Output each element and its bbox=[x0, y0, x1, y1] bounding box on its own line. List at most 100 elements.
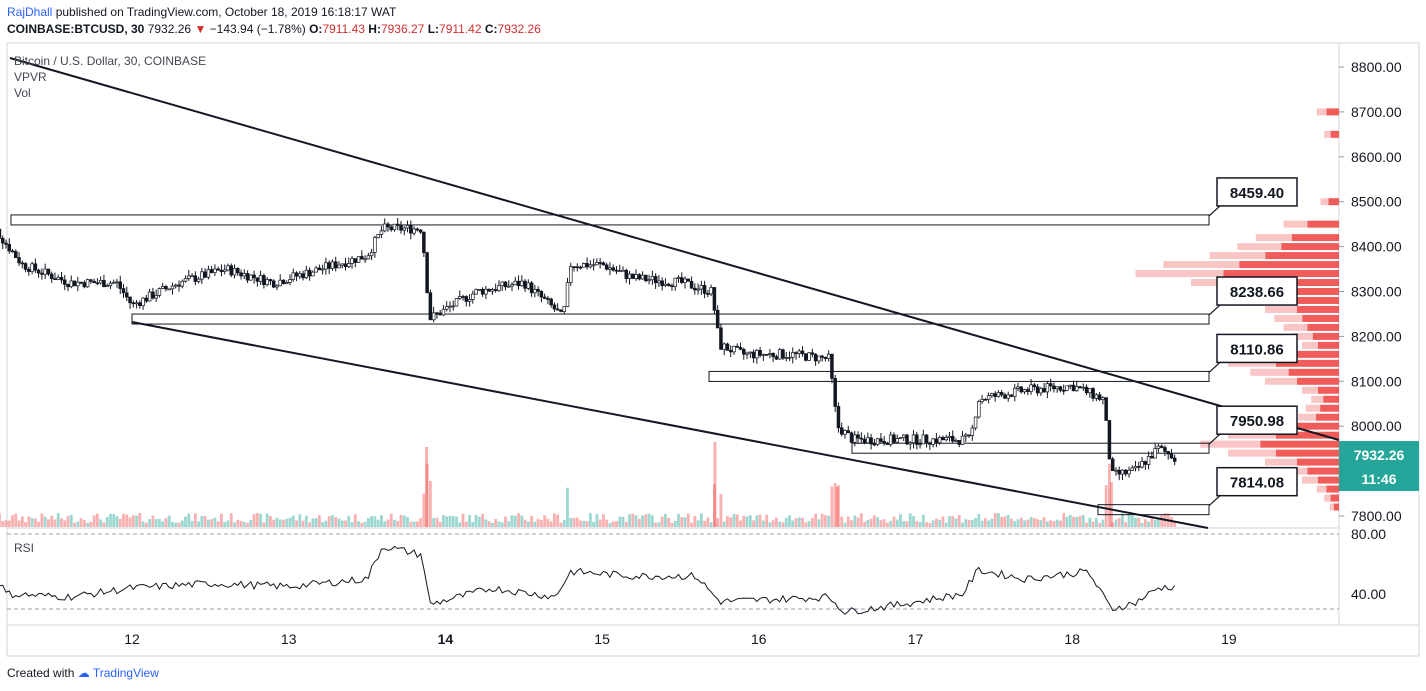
rsi-tick-label: 80.00 bbox=[1351, 526, 1386, 542]
symbol-name[interactable]: COINBASE:BTCUSD, 30 bbox=[7, 22, 145, 36]
time-axis[interactable]: 12 13 14 15 16 17 18 19 bbox=[124, 631, 1237, 647]
volume-bar bbox=[20, 516, 24, 527]
volume-bar bbox=[592, 521, 596, 527]
candle-body bbox=[49, 273, 54, 279]
volume-bar bbox=[742, 515, 746, 527]
rsi-label[interactable]: RSI bbox=[14, 541, 35, 555]
rsi-axis[interactable]: 80.00 40.00 bbox=[1351, 526, 1386, 602]
volume-bar bbox=[543, 515, 547, 527]
candle-body bbox=[536, 289, 540, 292]
callout-box[interactable] bbox=[1216, 466, 1298, 497]
volume-bar bbox=[366, 518, 370, 527]
volume-bar bbox=[327, 516, 331, 527]
candle-body bbox=[98, 280, 103, 284]
candle-body bbox=[356, 256, 361, 263]
candle-body bbox=[931, 438, 935, 445]
volume-bar bbox=[376, 519, 380, 527]
current-price-value: 7932.26 bbox=[1354, 447, 1405, 463]
volume-bar bbox=[161, 521, 165, 527]
candle-body bbox=[582, 263, 586, 268]
candle-body bbox=[203, 271, 207, 278]
candle-body bbox=[901, 434, 906, 438]
candle-body bbox=[1071, 384, 1076, 392]
volume-bar bbox=[690, 522, 693, 527]
level-callouts[interactable]: 8459.40 8238.66 8110.86 7950.98 7814.08 bbox=[1208, 177, 1298, 507]
candle-body bbox=[226, 265, 230, 271]
indicator-legend: Bitcoin / U.S. Dollar, 30, COINBASE VPVR… bbox=[14, 53, 206, 101]
vpvr-label[interactable]: VPVR bbox=[14, 70, 47, 84]
vol-label[interactable]: Vol bbox=[14, 86, 31, 100]
candle-body bbox=[833, 378, 837, 407]
candle-body bbox=[1042, 388, 1046, 393]
candle-body bbox=[957, 440, 961, 445]
candle-body bbox=[742, 348, 746, 355]
candle-body bbox=[347, 263, 351, 268]
volume-bar bbox=[546, 518, 550, 527]
candle-body bbox=[751, 351, 756, 359]
tradingview-brand[interactable]: TradingView bbox=[92, 666, 159, 680]
candle-body bbox=[578, 266, 583, 269]
author-link[interactable]: RajDhall bbox=[7, 5, 53, 19]
volume-bar bbox=[719, 493, 723, 527]
volume-bar bbox=[252, 514, 256, 527]
sr-zone[interactable] bbox=[708, 370, 1210, 382]
candle-body bbox=[715, 309, 720, 329]
sr-zone[interactable] bbox=[851, 442, 1210, 454]
sr-zone[interactable] bbox=[1097, 504, 1210, 516]
volume-bar bbox=[575, 517, 579, 527]
volume-bar bbox=[899, 514, 902, 527]
volume-bar bbox=[686, 513, 690, 527]
volume-bar bbox=[148, 519, 152, 527]
candle-body bbox=[572, 266, 576, 268]
trend-lines[interactable] bbox=[9, 57, 1340, 529]
callout-box[interactable] bbox=[1216, 333, 1298, 364]
publish-text: published on TradingView.com, October 18… bbox=[55, 5, 397, 19]
volume-bar bbox=[752, 520, 755, 527]
candle-body bbox=[686, 278, 691, 282]
vpvr-bar-volume bbox=[1283, 323, 1308, 331]
volume-bar bbox=[1101, 519, 1105, 527]
volume-bar bbox=[553, 513, 556, 527]
candle-body bbox=[999, 392, 1004, 396]
candle-body bbox=[167, 288, 171, 291]
sr-zone[interactable] bbox=[131, 313, 1210, 325]
volume-bar bbox=[324, 520, 328, 527]
volume-bar bbox=[76, 521, 80, 527]
candle-body bbox=[807, 352, 811, 361]
upper-trend-line[interactable] bbox=[9, 57, 1340, 441]
volume-bar bbox=[791, 520, 795, 527]
volume-bar bbox=[47, 519, 50, 527]
lower-trend-line[interactable] bbox=[131, 321, 1209, 529]
candle-body bbox=[676, 277, 681, 279]
callout-box[interactable] bbox=[1216, 276, 1298, 306]
callout-box[interactable] bbox=[1216, 177, 1298, 207]
volume-bar bbox=[566, 487, 569, 527]
volume-bar bbox=[301, 520, 305, 527]
callout-box[interactable] bbox=[1216, 405, 1298, 435]
sr-zone[interactable] bbox=[10, 214, 1210, 226]
volume-bar bbox=[1049, 520, 1053, 527]
candle-body bbox=[1088, 388, 1092, 394]
vpvr-bar bbox=[1281, 243, 1339, 251]
volume-bar bbox=[699, 513, 703, 527]
volume-bar bbox=[95, 513, 99, 527]
support-resistance-zones[interactable] bbox=[10, 214, 1210, 516]
chart-title[interactable]: Bitcoin / U.S. Dollar, 30, COINBASE bbox=[14, 54, 207, 68]
volume-bar bbox=[1075, 516, 1079, 527]
vpvr-bar bbox=[1276, 359, 1339, 367]
volume-bar bbox=[419, 518, 422, 527]
candle-body bbox=[89, 279, 93, 282]
candle-body bbox=[395, 223, 400, 226]
candle-body bbox=[634, 274, 638, 279]
low-value: 7911.42 bbox=[439, 22, 482, 36]
volume-bar bbox=[190, 520, 194, 527]
callout-pointer bbox=[1208, 495, 1221, 507]
candle-body bbox=[882, 441, 886, 444]
candle-body bbox=[1091, 388, 1095, 399]
tradingview-logo-icon: ☁ bbox=[77, 666, 90, 680]
candle-body bbox=[441, 308, 446, 316]
volume-bar bbox=[611, 521, 615, 527]
price-tick-label: 7800.00 bbox=[1351, 508, 1402, 524]
volume-bar bbox=[471, 522, 475, 527]
